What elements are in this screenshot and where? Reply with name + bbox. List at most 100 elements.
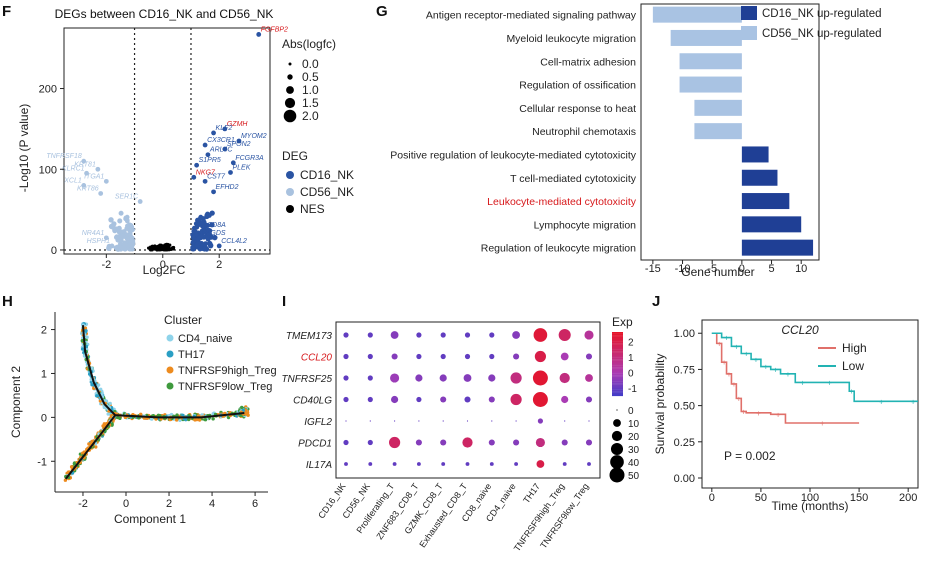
gene-label: FCGR3A: [235, 155, 264, 162]
panel-i-gene-labels: TMEM173 CCL20 TNFRSF25 CD40LG IGFL2 PDCD1 IL17…: [281, 331, 332, 471]
dotplot-dot: [562, 462, 567, 466]
legend-label: TH17: [178, 349, 205, 361]
deg-point: [113, 234, 120, 240]
dotplot-dot: [561, 439, 568, 446]
dotplot-dot: [416, 396, 422, 403]
labeled-point: [202, 142, 208, 148]
colorbar-segment: [612, 357, 623, 360]
colorbar-segment: [612, 349, 623, 352]
legend-dot: [166, 366, 174, 374]
deg-point: [192, 228, 197, 234]
panel-g-x-ticks: -15 -10 -5 0 5 10: [645, 260, 807, 275]
y-tick-label: 1.00: [674, 328, 695, 340]
size-legend-dot: [609, 467, 625, 483]
labeled-point: [81, 158, 87, 164]
dotplot-dot: [343, 332, 349, 338]
deg-legend-dot: [286, 205, 294, 213]
cell-point: [240, 405, 244, 410]
colorbar-segment: [612, 344, 623, 347]
category-label: Regulation of leukocyte migration: [481, 243, 636, 255]
panel-h-trajectory: [64, 325, 245, 480]
deg-point: [203, 241, 209, 247]
dotplot-dot: [537, 418, 543, 424]
panel-f-size-legend-title: Abs(logfc): [282, 37, 336, 51]
dotplot-dot: [564, 420, 566, 422]
censor-mark: +: [744, 350, 749, 359]
cell-point: [89, 380, 94, 384]
dotplot-dot: [532, 370, 548, 386]
x-tick-label: -10: [675, 263, 691, 275]
size-legend-dot: [286, 86, 294, 94]
size-legend-label: 0.0: [302, 57, 319, 71]
panel-f-size-legend: 0.00.51.01.52.0: [283, 57, 319, 123]
censor-mark: +: [754, 355, 759, 364]
y-tick-label: 0.50: [674, 401, 695, 413]
dotplot-dot: [343, 375, 349, 381]
x-tick-label: -2: [78, 498, 88, 510]
x-tick-label: 6: [252, 498, 258, 510]
cell-point: [85, 335, 89, 339]
legend-swatch: [741, 26, 757, 40]
panel-i-frame: [335, 321, 601, 479]
labeled-point: [216, 243, 222, 249]
dotplot-dot: [345, 420, 347, 422]
x-tick-label: 2: [166, 498, 172, 510]
gene-label: TMEM173: [286, 331, 333, 342]
dotplot-dot: [442, 420, 444, 422]
gene-label: XCL1: [63, 177, 82, 184]
deg-point: [199, 223, 205, 229]
labeled-point: [84, 170, 89, 176]
deg-point: [130, 238, 136, 243]
labeled-point: [197, 235, 202, 241]
deg-point: [191, 246, 196, 252]
deg-point: [212, 234, 218, 241]
category-label: Cellular response to heat: [519, 103, 636, 115]
colorbar-segment: [612, 354, 623, 357]
panel-j-pvalue: P = 0.002: [724, 449, 776, 463]
panel-j-legend: High Low: [818, 341, 867, 373]
labeled-point: [202, 178, 208, 184]
panel-j-letter: J: [652, 293, 660, 310]
x-tick-label: -2: [101, 259, 111, 271]
x-tick-label: 200: [899, 492, 917, 504]
dotplot-dot: [416, 332, 422, 338]
censor-mark: +: [827, 378, 832, 387]
deg-point: [209, 222, 215, 228]
cell-point: [83, 326, 88, 330]
dotplot-dot: [367, 396, 373, 403]
dotplot-dot: [440, 332, 446, 338]
dotplot-dot: [584, 330, 594, 340]
deg-point: [208, 243, 214, 249]
cell-point: [211, 417, 215, 421]
legend-label: CD4_naive: [178, 333, 232, 345]
cell-point: [99, 387, 103, 391]
censor-mark: +: [786, 370, 791, 379]
gene-label: PTGDS: [201, 230, 225, 237]
censor-mark: +: [849, 387, 854, 396]
y-tick-label: 0: [41, 412, 47, 424]
panel-j-title: CCL20: [781, 323, 819, 337]
labeled-point: [222, 126, 228, 132]
panel-h-legend: CD4_naive TH17 TNFRSF9high_Treg TNFRSF9low_…: [166, 333, 277, 393]
panel-f-letter: F: [2, 3, 11, 20]
panel-g: G Antigen receptor-mediated signaling pa…: [376, 3, 882, 279]
labeled-point: [256, 32, 262, 37]
cell-point: [174, 418, 179, 422]
size-legend-dot: [613, 419, 621, 427]
colorbar-segment: [612, 368, 623, 371]
censor-mark: +: [879, 397, 884, 406]
dotplot-dot: [534, 350, 546, 363]
nes-point: [165, 242, 169, 246]
x-tick-label: 2: [216, 259, 222, 271]
panel-g-bars: [652, 6, 814, 256]
bar: [741, 146, 769, 163]
legend-label: CD16_NK up-regulated: [762, 8, 882, 20]
colorbar-segment: [612, 386, 623, 389]
gene-label: CST7: [207, 173, 226, 180]
deg-legend-dot: [286, 171, 294, 179]
dotplot-dot: [440, 353, 446, 360]
dotplot-dot: [585, 396, 593, 403]
labeled-point: [95, 166, 101, 172]
censor-mark: +: [911, 397, 916, 406]
y-tick-label: 0.75: [674, 364, 695, 376]
